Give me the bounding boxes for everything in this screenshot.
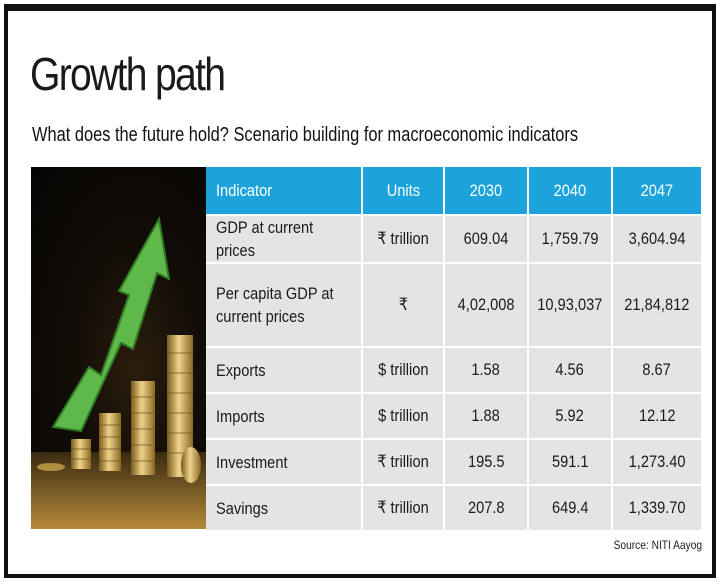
value-2040-cell: 5.92 — [528, 393, 613, 440]
table-row: Exports $ trillion 1.58 4.56 8.67 — [206, 347, 703, 394]
table-row: GDP at current prices ₹ trillion 609.04 … — [206, 215, 703, 264]
col-header-indicator: Indicator — [206, 167, 363, 216]
value-2047-cell: 8.67 — [612, 347, 703, 394]
indicators-table: Indicator Units 2030 2040 2047 GDP at cu… — [206, 167, 703, 532]
value-2047-cell: 1,339.70 — [612, 485, 703, 532]
units-cell: ₹ trillion — [362, 439, 445, 486]
col-header-2047: 2047 — [612, 167, 703, 216]
indicator-cell: Per capita GDP at current prices — [206, 263, 363, 348]
table-header-row: Indicator Units 2030 2040 2047 — [206, 167, 703, 216]
value-2040-cell: 4.56 — [528, 347, 613, 394]
value-2030-cell: 207.8 — [444, 485, 529, 532]
value-2030-cell: 1.88 — [444, 393, 529, 440]
page-title: Growth path — [30, 48, 226, 100]
value-2040-cell: 1,759.79 — [528, 215, 613, 264]
units-cell: ₹ trillion — [362, 485, 445, 532]
value-2030-cell: 1.58 — [444, 347, 529, 394]
units-cell: $ trillion — [362, 393, 445, 440]
indicator-cell: Investment — [206, 439, 363, 486]
table-row: Imports $ trillion 1.88 5.92 12.12 — [206, 393, 703, 440]
table-row: Savings ₹ trillion 207.8 649.4 1,339.70 — [206, 485, 703, 532]
value-2040-cell: 591.1 — [528, 439, 613, 486]
value-2030-cell: 609.04 — [444, 215, 529, 264]
value-2047-cell: 3,604.94 — [612, 215, 703, 264]
units-cell: $ trillion — [362, 347, 445, 394]
value-2030-cell: 195.5 — [444, 439, 529, 486]
table-row: Per capita GDP at current prices ₹ 4,02,… — [206, 263, 703, 348]
value-2047-cell: 21,84,812 — [612, 263, 703, 348]
col-header-units: Units — [362, 167, 445, 216]
value-2047-cell: 12.12 — [612, 393, 703, 440]
value-2040-cell: 10,93,037 — [528, 263, 613, 348]
growth-arrow-coins-icon — [31, 167, 206, 529]
indicator-cell: Exports — [206, 347, 363, 394]
units-cell: ₹ trillion — [362, 215, 445, 264]
subtitle: What does the future hold? Scenario buil… — [32, 124, 579, 146]
value-2030-cell: 4,02,008 — [444, 263, 529, 348]
col-header-2040: 2040 — [528, 167, 613, 216]
indicator-cell: Imports — [206, 393, 363, 440]
article-graphic: Growth path What does the future hold? S… — [4, 4, 716, 578]
units-cell: ₹ — [362, 263, 445, 348]
source-note: Source: NITI Aayog — [613, 538, 702, 552]
indicator-cell: GDP at current prices — [206, 215, 363, 264]
indicator-cell: Savings — [206, 485, 363, 532]
col-header-2030: 2030 — [444, 167, 529, 216]
table-row: Investment ₹ trillion 195.5 591.1 1,273.… — [206, 439, 703, 486]
value-2040-cell: 649.4 — [528, 485, 613, 532]
value-2047-cell: 1,273.40 — [612, 439, 703, 486]
